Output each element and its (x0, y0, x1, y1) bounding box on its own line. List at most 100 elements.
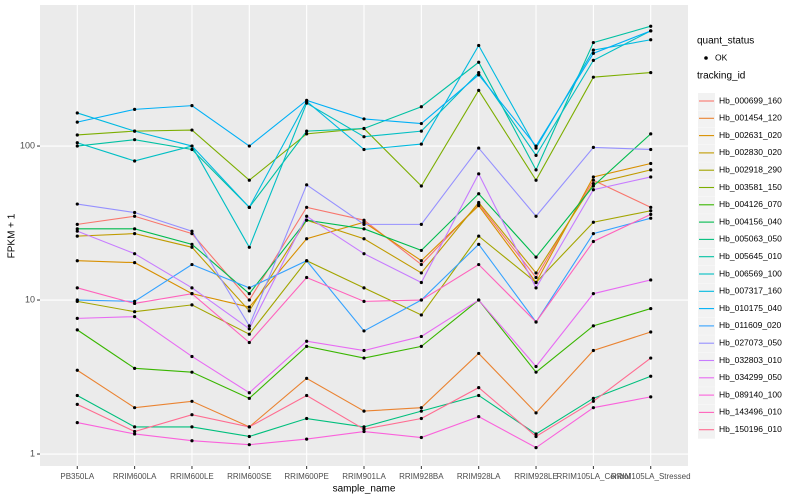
legend-key (704, 56, 708, 60)
point (591, 40, 595, 45)
point (247, 292, 251, 296)
point (477, 43, 481, 48)
point (305, 344, 309, 348)
point (649, 29, 653, 33)
point (75, 234, 79, 238)
point (477, 172, 481, 176)
point (247, 286, 251, 290)
point (75, 420, 79, 425)
point (419, 105, 423, 109)
point (419, 129, 423, 133)
point (247, 443, 251, 447)
point (649, 356, 653, 360)
point (190, 128, 194, 132)
point (591, 406, 595, 410)
point (362, 356, 366, 360)
point (247, 396, 251, 400)
point (419, 142, 423, 146)
point (591, 184, 595, 188)
point (419, 271, 423, 275)
point (534, 434, 538, 439)
point (362, 126, 366, 131)
point (477, 60, 481, 64)
point (649, 212, 653, 216)
legend-label: OK (715, 52, 728, 62)
point (649, 216, 653, 220)
point (190, 245, 194, 249)
point (190, 370, 194, 374)
point (649, 278, 653, 282)
point (305, 132, 309, 136)
point (591, 182, 595, 186)
point (534, 255, 538, 259)
point (247, 332, 251, 336)
point (75, 316, 79, 320)
point (477, 200, 481, 205)
point (75, 259, 79, 263)
y-tick-label: 10 (25, 294, 35, 304)
point (419, 222, 423, 226)
point (190, 242, 194, 246)
point (591, 75, 595, 79)
point (133, 210, 137, 215)
point (477, 70, 481, 75)
point (305, 275, 309, 280)
point (75, 393, 79, 398)
y-tick-label: 100 (20, 140, 35, 150)
point (477, 393, 481, 398)
point (591, 175, 595, 179)
legend-label: Hb_143496_010 (719, 407, 782, 417)
x-tick-label: RRIM600SE (227, 472, 271, 481)
point (591, 232, 595, 236)
point (534, 144, 538, 148)
legend-label: Hb_006569_100 (719, 268, 782, 278)
point (190, 413, 194, 417)
point (534, 153, 538, 157)
point (419, 280, 423, 285)
point (591, 399, 595, 403)
point (247, 298, 251, 302)
point (305, 183, 309, 187)
legend-label: Hb_004156_040 (719, 216, 782, 226)
y-tick-label: 1 (30, 448, 35, 458)
point (419, 334, 423, 339)
point (190, 262, 194, 267)
legend-label: Hb_089140_100 (719, 389, 782, 399)
x-tick-label: RRIM600PE (284, 472, 328, 481)
point (477, 73, 481, 77)
point (247, 245, 251, 249)
point (305, 339, 309, 343)
point (305, 437, 309, 441)
point (305, 376, 309, 380)
point (247, 205, 251, 209)
point (419, 409, 423, 413)
point (190, 147, 194, 152)
x-tick-label: RRIM928LE (514, 472, 558, 481)
point (534, 275, 538, 280)
point (362, 135, 366, 139)
point (477, 262, 481, 267)
point (649, 24, 653, 28)
point (591, 239, 595, 244)
legend-label: Hb_010175_040 (719, 303, 782, 313)
point (133, 138, 137, 142)
point (649, 168, 653, 172)
x-tick-label: RRIM901LA (342, 472, 386, 481)
point (649, 395, 653, 399)
point (247, 391, 251, 395)
x-tick-label: PB350LA (60, 472, 94, 481)
point (362, 299, 366, 303)
point (133, 432, 137, 436)
point (591, 348, 595, 353)
point (133, 425, 137, 429)
legend-label: Hb_002631_020 (719, 130, 782, 140)
point (362, 222, 366, 226)
point (247, 324, 251, 328)
point (477, 204, 481, 208)
point (477, 192, 481, 196)
point (534, 446, 538, 450)
point (133, 261, 137, 265)
point (477, 146, 481, 150)
point (133, 406, 137, 410)
point (190, 354, 194, 359)
